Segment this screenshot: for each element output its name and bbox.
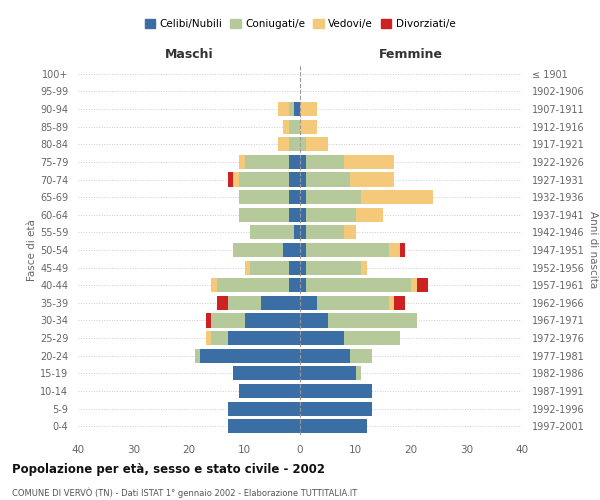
Bar xyxy=(217,296,228,310)
Text: Femmine: Femmine xyxy=(379,48,443,62)
Bar xyxy=(300,419,367,433)
Bar xyxy=(305,137,328,152)
Bar xyxy=(200,348,300,363)
Bar xyxy=(228,172,233,186)
Bar xyxy=(355,208,383,222)
Bar xyxy=(300,208,305,222)
Bar xyxy=(206,331,211,345)
Bar xyxy=(344,331,400,345)
Bar xyxy=(278,102,289,116)
Bar xyxy=(389,243,400,257)
Bar xyxy=(289,102,295,116)
Bar xyxy=(361,190,433,204)
Bar xyxy=(389,296,394,310)
Bar xyxy=(211,331,228,345)
Bar xyxy=(305,278,411,292)
Bar xyxy=(300,366,355,380)
Bar xyxy=(228,402,300,415)
Bar xyxy=(289,208,300,222)
Bar xyxy=(250,260,289,274)
Bar xyxy=(289,137,300,152)
Bar xyxy=(305,155,344,169)
Bar xyxy=(328,314,416,328)
Bar xyxy=(217,278,289,292)
Bar xyxy=(300,278,305,292)
Bar xyxy=(361,260,367,274)
Bar xyxy=(394,296,406,310)
Bar xyxy=(228,419,300,433)
Bar xyxy=(289,190,300,204)
Bar xyxy=(300,137,305,152)
Bar xyxy=(411,278,416,292)
Y-axis label: Fasce di età: Fasce di età xyxy=(27,219,37,281)
Bar xyxy=(245,260,250,274)
Bar xyxy=(239,208,289,222)
Bar xyxy=(289,155,300,169)
Bar xyxy=(355,366,361,380)
Bar xyxy=(233,172,239,186)
Text: Maschi: Maschi xyxy=(164,48,214,62)
Text: Popolazione per età, sesso e stato civile - 2002: Popolazione per età, sesso e stato civil… xyxy=(12,462,325,475)
Bar xyxy=(206,314,211,328)
Bar xyxy=(228,296,261,310)
Bar xyxy=(278,137,289,152)
Bar xyxy=(228,331,300,345)
Bar xyxy=(300,226,305,239)
Bar xyxy=(211,278,217,292)
Bar xyxy=(239,190,289,204)
Bar xyxy=(289,260,300,274)
Bar xyxy=(305,260,361,274)
Legend: Celibi/Nubili, Coniugati/e, Vedovi/e, Divorziati/e: Celibi/Nubili, Coniugati/e, Vedovi/e, Di… xyxy=(140,14,460,33)
Bar xyxy=(245,314,300,328)
Bar xyxy=(300,190,305,204)
Bar xyxy=(233,366,300,380)
Bar xyxy=(250,226,295,239)
Bar xyxy=(305,172,350,186)
Bar xyxy=(300,314,328,328)
Bar xyxy=(300,120,317,134)
Bar xyxy=(239,384,300,398)
Bar xyxy=(194,348,200,363)
Bar xyxy=(283,243,300,257)
Bar xyxy=(295,226,300,239)
Bar xyxy=(300,102,317,116)
Bar xyxy=(300,384,372,398)
Bar xyxy=(239,172,289,186)
Bar xyxy=(300,402,372,415)
Bar xyxy=(300,155,305,169)
Bar xyxy=(300,348,350,363)
Bar xyxy=(300,296,317,310)
Bar xyxy=(283,120,289,134)
Bar xyxy=(300,331,344,345)
Bar xyxy=(350,348,372,363)
Bar xyxy=(289,172,300,186)
Y-axis label: Anni di nascita: Anni di nascita xyxy=(589,212,598,288)
Bar xyxy=(300,243,305,257)
Bar xyxy=(239,155,245,169)
Bar xyxy=(300,260,305,274)
Bar xyxy=(305,208,355,222)
Bar xyxy=(344,226,355,239)
Bar xyxy=(211,314,245,328)
Bar xyxy=(261,296,300,310)
Bar xyxy=(233,243,283,257)
Bar xyxy=(344,155,394,169)
Bar xyxy=(295,102,300,116)
Bar xyxy=(305,190,361,204)
Bar xyxy=(416,278,428,292)
Bar xyxy=(305,226,344,239)
Bar xyxy=(317,296,389,310)
Bar xyxy=(289,278,300,292)
Bar xyxy=(305,243,389,257)
Bar xyxy=(289,120,300,134)
Bar xyxy=(245,155,289,169)
Text: COMUNE DI VERVÒ (TN) - Dati ISTAT 1° gennaio 2002 - Elaborazione TUTTITALIA.IT: COMUNE DI VERVÒ (TN) - Dati ISTAT 1° gen… xyxy=(12,488,357,498)
Bar xyxy=(300,172,305,186)
Bar xyxy=(350,172,394,186)
Bar xyxy=(400,243,406,257)
